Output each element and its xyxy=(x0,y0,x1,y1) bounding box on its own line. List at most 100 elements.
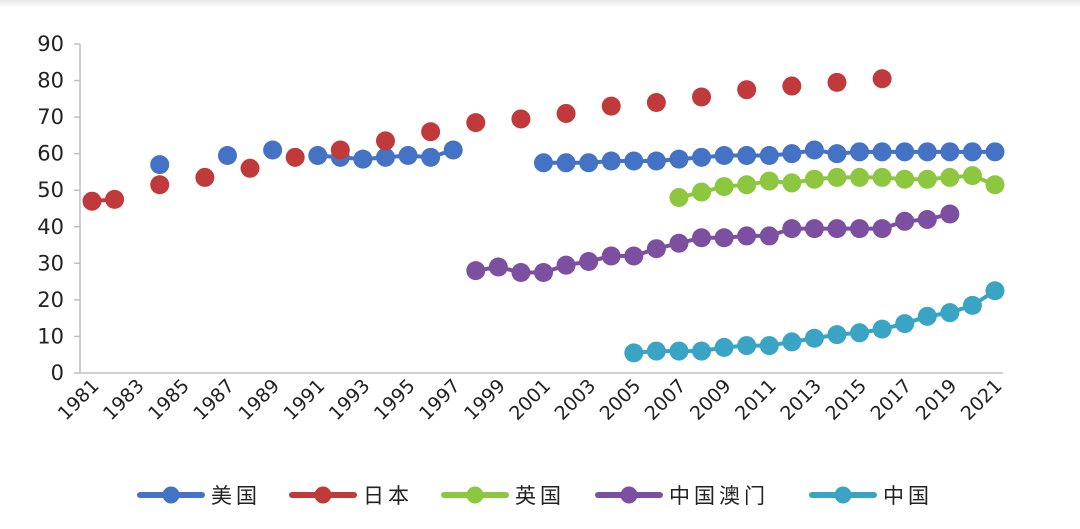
data-point xyxy=(511,109,531,129)
y-tick-label: 10 xyxy=(37,324,64,348)
y-tick-label: 80 xyxy=(37,69,64,93)
data-point xyxy=(398,145,418,165)
data-point xyxy=(917,209,937,229)
x-tick-label: 1999 xyxy=(460,375,510,425)
y-axis: 0 10 20 30 40 50 60 70 80 90 xyxy=(37,32,81,385)
data-point xyxy=(646,341,666,361)
data-point xyxy=(917,142,937,162)
x-tick-label: 2007 xyxy=(641,375,691,425)
x-tick-label: 1995 xyxy=(370,375,420,425)
data-point xyxy=(827,325,847,345)
data-point xyxy=(579,153,599,173)
legend-label: 日本 xyxy=(363,484,413,508)
data-point xyxy=(624,246,644,266)
data-point xyxy=(782,144,802,164)
data-point xyxy=(737,175,757,195)
data-point xyxy=(962,295,982,315)
data-point xyxy=(285,147,305,167)
data-point xyxy=(624,151,644,171)
data-point xyxy=(669,341,689,361)
data-point xyxy=(714,177,734,197)
data-point xyxy=(962,142,982,162)
data-point xyxy=(872,319,892,339)
data-point xyxy=(872,167,892,187)
x-tick-label: 2011 xyxy=(731,375,781,425)
data-point xyxy=(985,175,1005,195)
data-point xyxy=(421,122,441,142)
data-point xyxy=(353,149,373,169)
data-point xyxy=(308,145,328,165)
legend-swatch-marker xyxy=(162,486,180,504)
data-point xyxy=(646,92,666,112)
data-point xyxy=(150,155,170,175)
data-point xyxy=(827,167,847,187)
data-point xyxy=(534,153,553,173)
x-tick-label: 1991 xyxy=(280,375,330,425)
data-point xyxy=(850,323,870,343)
data-point xyxy=(714,228,734,248)
series-2 xyxy=(669,166,1005,208)
data-point xyxy=(940,204,960,224)
data-point xyxy=(488,257,508,277)
data-point xyxy=(466,261,486,281)
data-point xyxy=(150,175,170,195)
data-point xyxy=(872,69,892,89)
data-point xyxy=(692,87,712,107)
x-tick-label: 2019 xyxy=(912,375,962,425)
data-point xyxy=(895,142,915,162)
data-point xyxy=(917,306,937,326)
data-point xyxy=(917,169,937,189)
x-tick-label: 1993 xyxy=(325,375,375,425)
data-point xyxy=(895,169,915,189)
y-tick-label: 50 xyxy=(37,178,64,202)
series-layer xyxy=(82,69,1005,363)
legend-swatch-marker xyxy=(466,486,484,504)
data-point xyxy=(601,246,621,266)
data-point xyxy=(782,76,802,96)
series-line xyxy=(475,212,951,275)
data-point xyxy=(940,303,960,323)
legend-item-2: 英国 xyxy=(441,484,565,508)
data-point xyxy=(804,328,824,348)
x-tick-label: 1997 xyxy=(415,375,465,425)
legend-label: 中国 xyxy=(883,484,933,508)
series-0 xyxy=(150,140,1005,175)
data-point xyxy=(692,182,712,202)
x-tick-label: 2003 xyxy=(550,375,600,425)
data-point xyxy=(895,211,915,231)
data-point xyxy=(556,255,576,275)
data-point xyxy=(82,191,102,211)
data-point xyxy=(601,96,621,116)
data-point xyxy=(759,171,779,191)
x-tick-label: 2015 xyxy=(821,375,871,425)
data-point xyxy=(669,149,689,169)
x-axis: 1981198319851987198919911993199519971999… xyxy=(54,372,1007,425)
data-point xyxy=(511,262,531,282)
legend-label: 英国 xyxy=(515,484,565,508)
data-point xyxy=(872,219,892,239)
data-point xyxy=(804,140,824,160)
x-tick-label: 1989 xyxy=(234,375,284,425)
y-tick-label: 0 xyxy=(51,361,64,385)
data-point xyxy=(850,142,870,162)
data-point xyxy=(217,145,237,165)
data-point xyxy=(646,151,666,171)
series-4 xyxy=(624,281,1005,363)
y-tick-label: 20 xyxy=(37,288,64,312)
data-point xyxy=(714,145,734,165)
data-point xyxy=(669,188,689,208)
data-point xyxy=(421,147,441,167)
data-point xyxy=(579,252,599,272)
x-tick-label: 1983 xyxy=(99,375,149,425)
x-tick-label: 2013 xyxy=(776,375,826,425)
data-point xyxy=(330,140,350,160)
data-point xyxy=(737,336,757,356)
data-point xyxy=(737,145,757,165)
data-point xyxy=(872,142,892,162)
legend-item-1: 日本 xyxy=(289,484,413,508)
data-point xyxy=(782,332,802,352)
y-tick-label: 40 xyxy=(37,215,64,239)
data-point xyxy=(985,142,1005,162)
data-point xyxy=(692,228,712,248)
legend-swatch-marker xyxy=(834,486,852,504)
